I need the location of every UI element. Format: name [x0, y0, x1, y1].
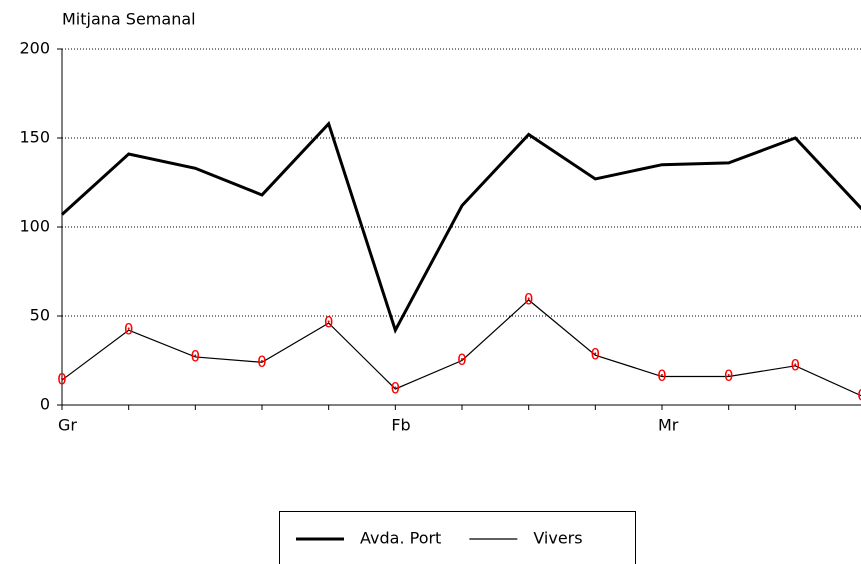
y-tick-label: 150 — [19, 128, 50, 147]
point-marker: 0 — [524, 289, 534, 308]
point-marker: 0 — [57, 370, 67, 389]
point-marker: 0 — [724, 366, 734, 385]
x-tick-label: Mr — [658, 416, 679, 435]
x-tick-label: Gr — [58, 416, 77, 435]
point-marker: 0 — [391, 378, 401, 397]
y-tick-label: 100 — [19, 217, 50, 236]
series-line — [60, 120, 861, 335]
legend-label: Avda. Port — [360, 529, 441, 548]
point-marker: 0 — [124, 320, 134, 339]
series-line — [61, 299, 861, 397]
legend-label: Vivers — [533, 529, 582, 548]
y-tick-label: 200 — [19, 39, 50, 58]
y-tick-label: 0 — [40, 395, 50, 414]
y-tick-label: 50 — [30, 306, 50, 325]
point-marker: 0 — [791, 355, 801, 374]
point-marker: 0 — [457, 350, 467, 369]
point-marker: 0 — [857, 386, 861, 405]
point-marker: 0 — [324, 313, 334, 332]
point-marker: 0 — [591, 345, 601, 364]
point-marker: 0 — [191, 346, 201, 365]
point-marker: 0 — [657, 366, 667, 385]
legend: Avda. Port Vivers — [279, 511, 636, 564]
x-tick-label: Fb — [391, 416, 410, 435]
point-marker: 0 — [257, 352, 267, 371]
chart-title: Mitjana Semanal — [62, 10, 196, 29]
